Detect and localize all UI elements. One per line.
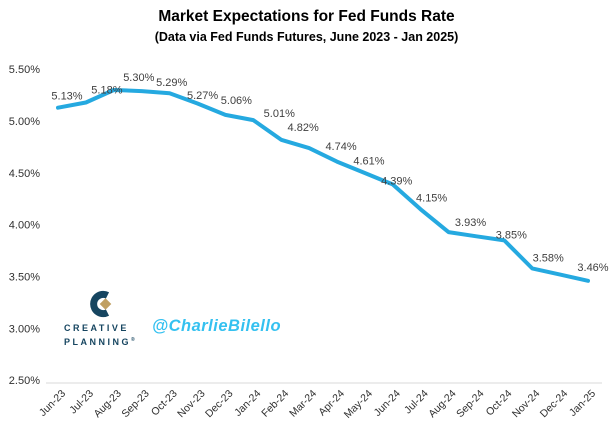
data-label: 5.18% (91, 84, 122, 96)
data-label: 4.15% (416, 192, 447, 204)
data-label: 5.06% (221, 95, 252, 107)
y-axis-label: 5.50% (9, 64, 40, 76)
y-axis-label: 4.00% (9, 220, 40, 232)
x-axis-label: May-24 (342, 388, 375, 421)
data-label: 3.58% (533, 252, 564, 264)
data-label: 5.30% (123, 72, 154, 84)
x-axis-label: Sep-24 (454, 388, 487, 421)
y-axis-label: 5.00% (9, 116, 40, 128)
x-axis-label: Jan-24 (232, 388, 263, 419)
x-axis-label: Nov-23 (175, 388, 208, 421)
logo-text-planning: PLANNING (64, 336, 131, 347)
x-axis-label: Feb-24 (259, 388, 291, 420)
creative-planning-logo-icon (90, 290, 112, 318)
y-axis-label: 2.50% (9, 375, 40, 387)
y-axis-label: 4.50% (9, 168, 40, 180)
x-axis-label: Dec-23 (203, 388, 236, 421)
x-axis-label: Sep-23 (119, 388, 152, 421)
x-axis-label: Mar-24 (287, 388, 319, 420)
data-label: 4.39% (381, 175, 412, 187)
x-axis-label: Dec-24 (538, 388, 571, 421)
y-axis-label: 3.00% (9, 323, 40, 335)
x-axis-label: Oct-23 (149, 388, 180, 419)
data-label: 3.85% (496, 229, 527, 241)
creative-planning-logo: CREATIVE PLANNING® (64, 289, 154, 348)
twitter-handle: @CharlieBilello (152, 317, 282, 335)
logo-wordmark: CREATIVE PLANNING® (64, 323, 154, 348)
data-label: 4.74% (325, 141, 356, 153)
y-axis-label: 3.50% (9, 272, 40, 284)
data-label: 4.82% (288, 122, 319, 134)
data-label: 5.27% (187, 90, 218, 102)
series-line (56, 88, 590, 283)
data-label: 4.61% (353, 156, 384, 168)
x-axis-label: Aug-23 (91, 388, 124, 421)
chart-subtitle: (Data via Fed Funds Futures, June 2023 -… (154, 30, 459, 44)
data-label: 5.01% (264, 108, 295, 120)
logo-trademark: ® (131, 336, 135, 343)
chart-title: Market Expectations for Fed Funds Rate (158, 8, 455, 25)
x-axis-label: Jan-25 (567, 388, 598, 419)
data-label: 5.29% (156, 77, 187, 89)
x-axis-label: Jun-24 (372, 388, 403, 419)
logo-text-creative: CREATIVE (64, 323, 129, 333)
data-label: 3.93% (455, 217, 486, 229)
data-label: 5.13% (51, 91, 82, 103)
x-axis-label: Nov-24 (510, 388, 543, 421)
x-axis-label: Aug-24 (426, 388, 459, 421)
data-label: 3.46% (577, 262, 608, 274)
x-axis-label: Jun-23 (37, 388, 68, 419)
x-axis-label: Oct-24 (484, 388, 515, 419)
